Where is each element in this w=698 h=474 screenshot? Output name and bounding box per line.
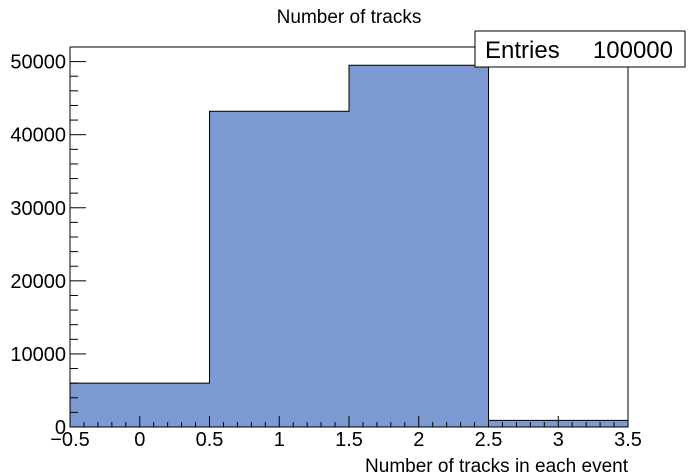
x-tick-label: 2 (413, 429, 424, 451)
x-tick-labels: −0.5 0 0.5 1 1.5 2 2.5 3 3.5 (50, 429, 642, 451)
y-tick-label: 20000 (10, 271, 66, 293)
x-tick-label: 0.5 (196, 429, 224, 451)
x-tick-label: 1 (274, 429, 285, 451)
histogram-bins (70, 65, 628, 428)
y-tick-label: 50000 (10, 52, 66, 74)
y-axis-ticks (70, 46, 86, 428)
histogram-bar (209, 111, 349, 428)
y-tick-label: 30000 (10, 198, 66, 220)
y-tick-labels: 0 10000 20000 30000 40000 50000 (10, 52, 66, 439)
y-tick-label: 40000 (10, 125, 66, 147)
x-tick-label: 3 (553, 429, 564, 451)
y-tick-label: 0 (55, 417, 66, 439)
x-tick-label: −0.5 (50, 429, 89, 451)
histogram-bar (349, 65, 489, 428)
chart-title: Number of tracks (277, 7, 422, 28)
stats-box-frame (474, 30, 686, 68)
y-tick-label: 10000 (10, 344, 66, 366)
x-axis-title: Number of tracks in each event (365, 456, 629, 474)
x-tick-label: 2.5 (475, 429, 503, 451)
stats-entries-label: Entries (485, 37, 560, 64)
stats-entries-value: 100000 (593, 37, 673, 64)
stats-box: Entries 100000 (474, 30, 686, 68)
x-tick-label: 1.5 (335, 429, 363, 451)
x-axis-ticks (69, 416, 629, 427)
x-tick-label: 3.5 (614, 429, 642, 451)
x-tick-label: 0 (134, 429, 145, 451)
